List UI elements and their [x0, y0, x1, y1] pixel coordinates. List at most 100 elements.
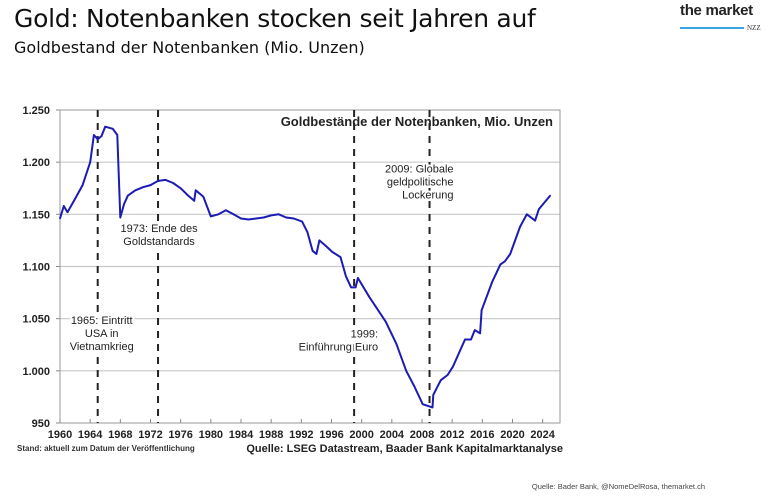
data-point — [368, 295, 371, 298]
data-point — [331, 251, 334, 253]
x-tick-label: 2008 — [410, 429, 434, 441]
annotation-2009: geldpolitische — [387, 177, 454, 189]
y-tick-label: 1.000 — [22, 366, 50, 378]
logo-nzz: NZZ — [747, 23, 761, 32]
chart-title: Goldbestände der Notenbanken, Mio. Unzen — [281, 114, 553, 129]
x-tick-label: 1988 — [259, 429, 283, 441]
data-point — [111, 127, 114, 130]
data-point — [134, 189, 137, 192]
y-tick-label: 950 — [32, 418, 50, 430]
data-point — [526, 213, 528, 216]
data-point — [357, 277, 359, 279]
x-tick-label: 1968 — [108, 429, 132, 441]
x-tick-label: 2012 — [440, 429, 464, 441]
annotation-1973: Goldstandards — [123, 236, 195, 248]
data-point — [464, 338, 466, 341]
data-point — [354, 286, 357, 289]
data-point — [285, 216, 288, 219]
x-tick-label: 2000 — [349, 429, 373, 441]
x-tick-label: 2020 — [500, 429, 524, 441]
annotation-1999: Einführung Euro — [299, 341, 379, 353]
annotation-1999: 1999: — [351, 328, 379, 340]
data-point — [116, 134, 119, 136]
data-point — [210, 215, 212, 218]
data-point — [100, 135, 103, 137]
data-point — [96, 138, 99, 141]
data-point — [172, 182, 174, 184]
data-point — [311, 250, 314, 252]
y-tick-label: 1.250 — [22, 105, 50, 117]
data-point — [127, 194, 129, 197]
data-point — [142, 186, 144, 189]
data-point — [491, 281, 493, 283]
annotation-1965: USA in — [85, 328, 119, 340]
data-point — [157, 180, 159, 182]
data-point — [232, 213, 235, 216]
x-tick-label: 1960 — [48, 429, 72, 441]
data-point — [277, 213, 280, 216]
data-point — [480, 309, 483, 312]
data-point — [123, 203, 125, 205]
data-point — [93, 134, 95, 136]
plot-frame — [59, 109, 561, 424]
data-point — [193, 199, 196, 202]
the-market-logo[interactable]: the market NZZ — [680, 2, 762, 37]
data-point — [519, 226, 521, 228]
data-point — [62, 205, 65, 207]
y-tick-label: 1.200 — [22, 157, 50, 169]
data-point — [446, 374, 449, 376]
chart-note: Stand: aktuell zum Datum der Veröffentli… — [17, 444, 195, 453]
data-point — [431, 406, 434, 409]
data-point — [81, 184, 84, 186]
data-point — [534, 219, 536, 222]
data-point — [479, 332, 481, 335]
data-point — [89, 161, 91, 163]
x-tick-label: 2004 — [380, 429, 405, 441]
data-point — [405, 370, 407, 372]
data-point — [59, 217, 61, 220]
page-subtitle: Goldbestand der Notenbanken (Mio. Unzen) — [14, 38, 365, 57]
x-tick-label: 2016 — [470, 429, 494, 441]
data-point — [432, 394, 435, 396]
data-point — [315, 253, 318, 255]
data-point — [395, 342, 398, 345]
data-point — [306, 231, 309, 233]
data-point — [104, 125, 107, 128]
data-point — [384, 320, 387, 323]
data-point — [324, 244, 327, 247]
data-point — [504, 260, 506, 263]
data-point — [318, 239, 321, 242]
data-point — [301, 220, 303, 223]
data-point — [292, 217, 295, 220]
x-tick-label: 1972 — [138, 429, 162, 441]
data-point — [66, 211, 69, 214]
x-tick-label: 1996 — [319, 429, 343, 441]
logo-text: the market — [680, 2, 753, 19]
data-point — [247, 218, 250, 221]
annotation-1973: 1973: Ende des — [121, 223, 199, 235]
x-tick-label: 1980 — [199, 429, 223, 441]
data-point — [473, 329, 476, 331]
data-point — [217, 213, 220, 216]
data-point — [225, 209, 227, 211]
data-point — [119, 216, 122, 219]
annotation-2009: Lockerung — [402, 190, 453, 202]
data-point — [452, 365, 454, 368]
chart-source: Quelle: LSEG Datastream, Baader Bank Kap… — [246, 443, 563, 455]
y-tick-label: 1.150 — [22, 209, 50, 221]
annotation-1965: Vietnamkrieg — [70, 341, 134, 353]
data-point — [149, 184, 152, 186]
data-point — [499, 263, 502, 266]
data-point — [164, 179, 167, 181]
page-title: Gold: Notenbanken stocken seit Jahren au… — [14, 4, 536, 33]
annotation-1965: 1965: Eintritt — [71, 315, 133, 327]
data-point — [270, 214, 272, 217]
data-point — [255, 217, 257, 220]
data-point — [240, 217, 242, 220]
data-point — [345, 275, 347, 277]
data-point — [194, 189, 197, 192]
data-point — [74, 197, 76, 200]
data-point — [187, 194, 190, 197]
data-point — [339, 256, 342, 258]
